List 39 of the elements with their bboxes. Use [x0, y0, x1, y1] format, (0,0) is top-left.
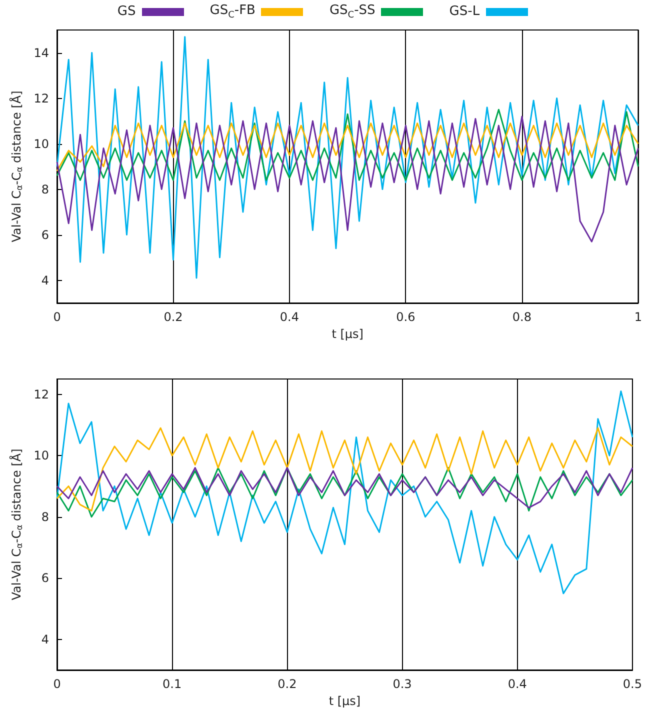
x-tick-label: 0.4	[280, 310, 300, 324]
x-tick-label: 0.5	[622, 677, 642, 691]
x-tick-label: 0.3	[392, 677, 412, 691]
x-axis-title: t [μs]	[332, 327, 364, 341]
line-series	[56, 116, 639, 242]
line-series	[56, 427, 634, 512]
y-tick-label: 6	[41, 571, 49, 586]
y-tick-label: 4	[41, 632, 49, 646]
y-tick-label: 8	[41, 182, 49, 196]
y-tick-label: 8	[41, 510, 49, 524]
x-tick-label: 0.2	[278, 677, 297, 691]
line-series	[56, 390, 634, 594]
line-series	[56, 122, 639, 172]
legend-label: GS-L	[449, 4, 480, 20]
legend-label: GS$_{C}$-SS	[329, 3, 376, 21]
y-tick-label: 6	[41, 228, 49, 242]
x-tick-label: 0	[53, 310, 61, 324]
y-tick-label: 12	[34, 387, 49, 402]
line-series	[56, 36, 639, 279]
x-tick-label: 0.8	[512, 310, 532, 324]
y-tick-label: 14	[34, 46, 49, 60]
y-axis-title: Val-Val Cα-Cα distance [Å]	[8, 448, 24, 600]
line-series	[56, 108, 639, 181]
y-tick-label: 12	[34, 91, 49, 106]
line-series	[56, 467, 634, 518]
y-axis-title: Val-Val Cα-Cα distance [Å]	[8, 90, 24, 242]
x-tick-label: 0	[53, 677, 61, 691]
x-tick-label: 0.2	[164, 310, 183, 324]
line-series	[56, 467, 634, 508]
x-tick-label: 0.6	[396, 310, 416, 324]
x-tick-label: 0.1	[162, 677, 182, 691]
y-tick-label: 10	[34, 136, 49, 151]
x-tick-label: 0.4	[508, 677, 527, 691]
y-tick-label: 4	[41, 273, 49, 288]
x-axis-title: t [μs]	[328, 694, 361, 708]
legend-label: GS	[117, 4, 136, 20]
x-tick-label: 1	[634, 310, 642, 324]
y-tick-label: 10	[34, 448, 49, 463]
legend-label: GS$_{C}$-FB	[210, 3, 256, 21]
